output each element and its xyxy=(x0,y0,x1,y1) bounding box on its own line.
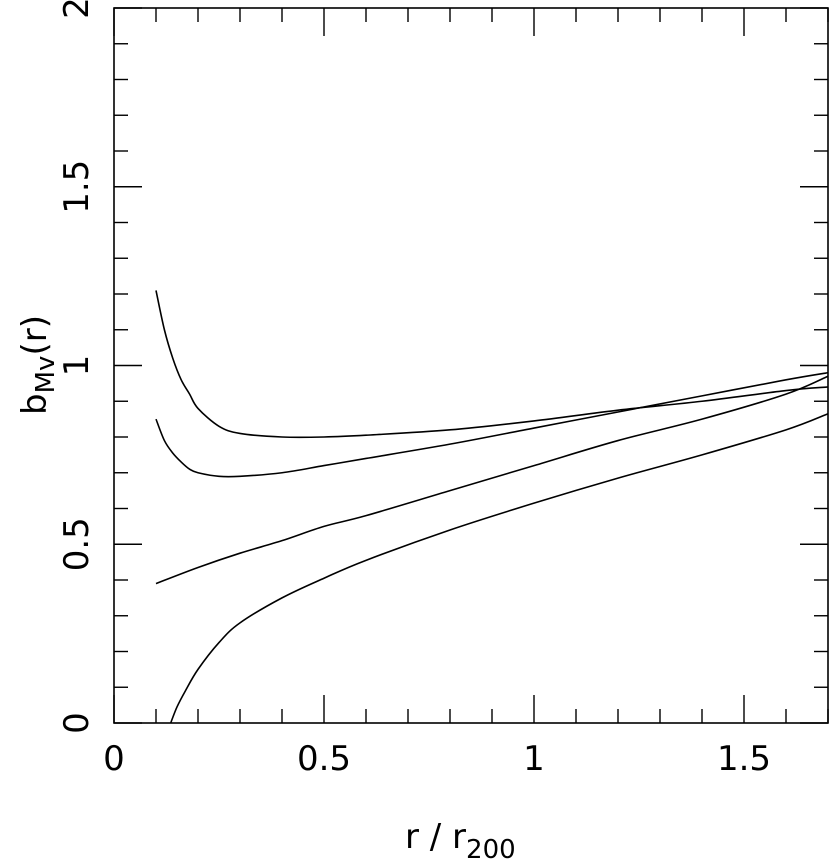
y-tick-label: 1 xyxy=(57,355,97,377)
x-tick-label: 0.5 xyxy=(297,739,351,779)
series-line-4 xyxy=(169,413,829,724)
x-axis-title-main: r / r xyxy=(405,817,466,857)
series-line-2 xyxy=(155,371,829,478)
x-axis-title-subscript: 200 xyxy=(466,835,516,861)
y-tick-label: 0.5 xyxy=(57,517,97,571)
y-axis-title-subscript: Mv xyxy=(31,356,61,394)
y-tick-label: 0 xyxy=(57,712,97,734)
axis-ticks xyxy=(113,7,829,724)
y-axis-title-main: b xyxy=(15,393,55,415)
series-line-1 xyxy=(155,290,829,439)
y-axis-title-suffix: (r) xyxy=(15,315,55,356)
y-axis-title: bMv(r) xyxy=(15,315,61,415)
x-axis-title: r / r200 xyxy=(405,817,516,861)
x-tick-label: 0 xyxy=(103,739,125,779)
y-tick-label: 2 xyxy=(57,0,97,19)
x-tick-label: 1.5 xyxy=(717,739,771,779)
tick-labels: 0 0.5 1 1.5 0 0.5 1 1.5 2 xyxy=(57,0,771,779)
series-group xyxy=(155,290,829,724)
y-tick-label: 1.5 xyxy=(57,160,97,214)
series-line-3 xyxy=(155,375,829,585)
plot-frame xyxy=(113,7,829,724)
x-tick-label: 1 xyxy=(523,739,545,779)
